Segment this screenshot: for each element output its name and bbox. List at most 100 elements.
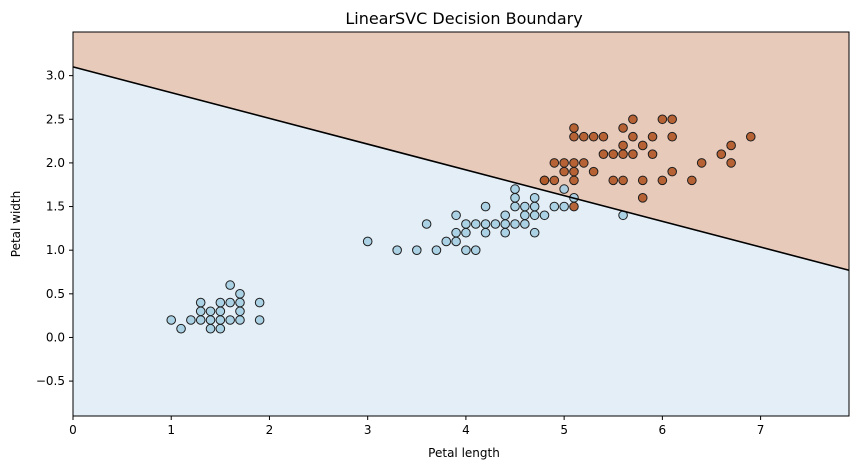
scatter-point-series-1: [588, 166, 599, 177]
scatter-point-series-1: [716, 149, 727, 159]
scatter-point-series-0: [451, 227, 461, 238]
scatter-point-series-1: [569, 131, 579, 142]
y-axis-ticks: −0.5 0.0 0.5 1.0 1.5 2.0 2.5 3.0: [36, 69, 73, 388]
scatter-point-series-0: [500, 210, 511, 221]
scatter-point-series-0: [421, 219, 432, 229]
scatter-point-series-0: [166, 315, 177, 325]
scatter-point-series-0: [461, 245, 471, 255]
scatter-point-series-0: [529, 193, 540, 203]
scatter-point-series-1: [687, 175, 697, 186]
scatter-point-series-0: [235, 306, 245, 317]
scatter-point-series-0: [510, 201, 520, 212]
scatter-point-series-0: [176, 323, 186, 334]
scatter-point-series-0: [215, 297, 226, 308]
scatter-point-series-1: [598, 149, 609, 159]
scatter-point-series-1: [569, 123, 579, 133]
scatter-point-series-0: [529, 201, 540, 212]
scatter-point-series-0: [529, 227, 540, 238]
scatter-point-series-0: [205, 306, 216, 317]
scatter-point-series-0: [451, 236, 461, 247]
scatter-point-series-0: [215, 306, 226, 317]
scatter-point-series-1: [745, 131, 756, 142]
scatter-point-series-1: [578, 158, 589, 168]
y-tick-label: 0.0: [46, 330, 65, 344]
scatter-point-series-1: [608, 149, 619, 159]
scatter-point-series-0: [490, 219, 501, 229]
scatter-point-series-1: [657, 114, 668, 125]
scatter-point-series-1: [726, 140, 736, 151]
scatter-point-series-1: [637, 175, 648, 186]
y-tick-label: 2.0: [46, 156, 65, 170]
scatter-point-series-1: [539, 175, 550, 186]
scatter-point-series-1: [618, 175, 628, 186]
scatter-point-series-0: [549, 201, 560, 212]
scatter-point-series-1: [618, 140, 628, 151]
scatter-point-series-1: [618, 123, 628, 133]
scatter-point-series-1: [578, 131, 589, 142]
scatter-point-series-1: [667, 131, 677, 142]
scatter-point-series-0: [559, 184, 569, 194]
scatter-point-series-0: [510, 219, 520, 229]
decision-regions: [73, 32, 849, 416]
scatter-point-series-0: [500, 219, 511, 229]
scatter-point-series-0: [539, 210, 550, 221]
scatter-point-series-0: [500, 227, 511, 238]
scatter-point-series-0: [461, 219, 471, 229]
scatter-point-series-0: [480, 219, 491, 229]
y-tick-label: 1.5: [46, 200, 65, 214]
scatter-point-series-0: [215, 323, 226, 334]
scatter-point-series-1: [569, 201, 579, 212]
scatter-point-series-1: [569, 158, 579, 168]
scatter-point-series-0: [510, 193, 520, 203]
scatter-point-series-1: [569, 166, 579, 177]
x-tick-label: 7: [757, 423, 765, 437]
x-tick-label: 4: [462, 423, 470, 437]
scatter-point-series-1: [667, 114, 677, 125]
scatter-point-series-1: [588, 131, 599, 142]
scatter-point-series-1: [628, 114, 638, 125]
x-tick-label: 3: [364, 423, 372, 437]
scatter-point-series-0: [480, 201, 491, 212]
x-tick-label: 6: [659, 423, 667, 437]
scatter-point-series-1: [569, 175, 579, 186]
scatter-point-series-0: [520, 210, 530, 221]
y-tick-label: 0.5: [46, 287, 65, 301]
x-tick-label: 1: [167, 423, 175, 437]
scatter-point-series-0: [559, 201, 569, 212]
scatter-point-series-0: [195, 306, 206, 317]
decision-boundary-line: [72, 66, 850, 272]
scatter-point-series-0: [195, 315, 206, 325]
scatter-point-series-1: [696, 158, 707, 168]
scatter-point-series-0: [205, 315, 216, 325]
scatter-point-series-0: [362, 236, 373, 247]
x-axis-label: Petal length: [428, 446, 500, 460]
scatter-point-series-1: [608, 175, 619, 186]
scatter-point-series-0: [451, 210, 461, 221]
scatter-point-series-1: [549, 175, 560, 186]
scatter-point-series-1: [637, 140, 648, 151]
scatter-point-series-0: [215, 315, 226, 325]
x-axis-ticks: 0 1 2 3 4 5 6 7: [69, 416, 764, 437]
scatter-point-series-0: [392, 245, 402, 255]
scatter-point-series-0: [254, 297, 265, 308]
scatter-point-series-1: [637, 193, 648, 203]
plot-frame: [72, 31, 850, 417]
scatter-point-series-0: [235, 289, 245, 299]
scatter-point-series-1: [618, 149, 628, 159]
scatter-point-series-0: [225, 315, 235, 325]
scatter-point-series-1: [559, 158, 569, 168]
x-tick-label: 0: [69, 423, 77, 437]
scatter-point-series-1: [549, 158, 560, 168]
scatter-point-series-0: [186, 315, 196, 325]
scatter-point-series-0: [431, 245, 442, 255]
y-tick-label: 1.0: [46, 243, 65, 257]
scatter-point-series-0: [195, 297, 206, 308]
scatter-point-series-0: [225, 280, 235, 290]
scatter-point-series-0: [520, 201, 530, 212]
scatter-point-series-0: [461, 227, 471, 238]
scatter-points: [166, 114, 756, 334]
scatter-point-series-0: [470, 219, 481, 229]
scatter-point-series-0: [529, 210, 540, 221]
region-below: [73, 66, 849, 416]
